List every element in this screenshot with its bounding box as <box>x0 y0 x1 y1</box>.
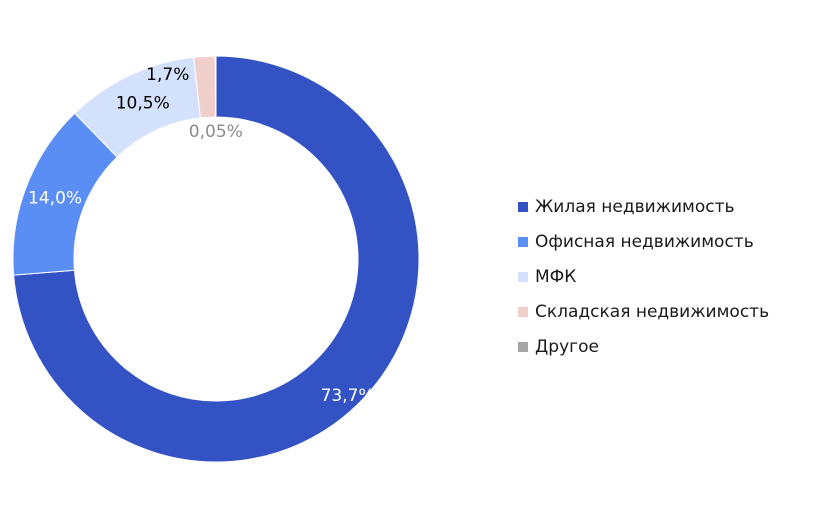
slice-другое <box>214 55 217 118</box>
data-label-офисная-недвижимость: 14,0% <box>28 188 82 208</box>
slices-group <box>12 55 420 463</box>
data-label-складская-недвижимость: 1,7% <box>146 65 189 85</box>
legend-item-другое: Другое <box>518 329 769 364</box>
legend-item-офисная-недвижимость: Офисная недвижимость <box>518 224 769 259</box>
legend-label: Другое <box>535 336 599 357</box>
legend-label: МФК <box>535 266 577 287</box>
legend-label: Жилая недвижимость <box>535 196 735 217</box>
slice-жилая-недвижимость <box>13 55 420 463</box>
data-label-другое: 0,05% <box>189 122 243 142</box>
chart-legend: Жилая недвижимость Офисная недвижимость МФ… <box>518 189 769 364</box>
legend-swatch-icon <box>518 236 528 247</box>
legend-swatch-icon <box>518 341 528 352</box>
data-labels-group: 73,7% 14,0% 10,5% 1,7% 0,05% <box>28 65 375 406</box>
legend-label: Складская недвижимость <box>535 301 770 322</box>
legend-label: Офисная недвижимость <box>535 231 754 252</box>
legend-item-мфк: МФК <box>518 259 769 294</box>
legend-swatch-icon <box>518 271 528 282</box>
data-label-жилая-недвижимость: 73,7% <box>321 386 375 406</box>
legend-item-складская-недвижимость: Складская недвижимость <box>518 294 769 329</box>
legend-item-жилая-недвижимость: Жилая недвижимость <box>518 189 769 224</box>
legend-swatch-icon <box>518 201 528 212</box>
data-label-мфк: 10,5% <box>116 93 170 113</box>
legend-swatch-icon <box>518 306 528 317</box>
